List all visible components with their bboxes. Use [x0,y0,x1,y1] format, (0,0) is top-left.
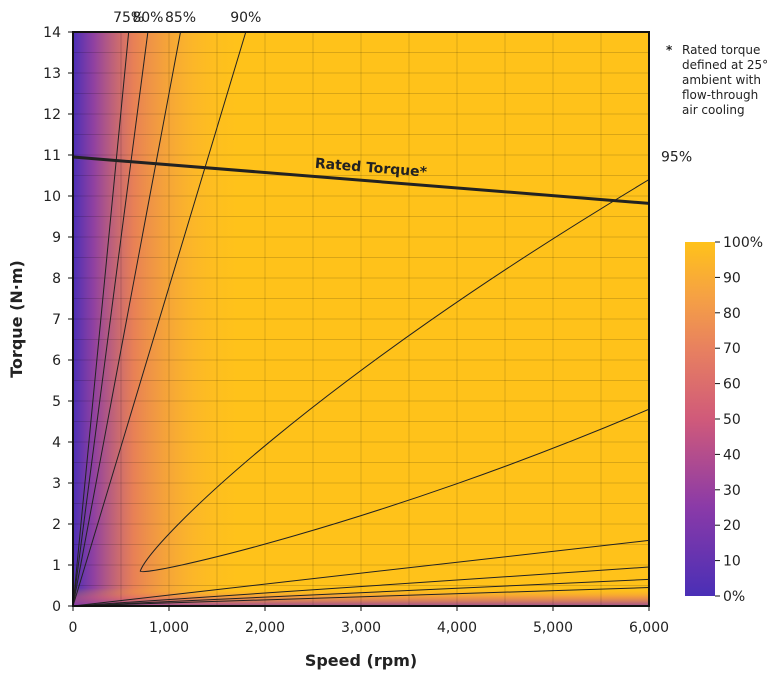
efficiency-contour-low-5 [73,539,649,606]
efficiency-contour-low-8 [73,587,649,606]
colorbar-tick-label: 70 [723,341,741,357]
y-tick-label: 12 [43,107,61,123]
efficiency-contours [73,32,649,606]
colorbar-tick-label: 0% [723,589,745,605]
y-tick-label: 5 [52,394,61,410]
y-tick-label: 3 [52,476,61,492]
footnote-line: ambient with [682,73,761,87]
efficiency-contour-85 [73,32,182,606]
colorbar-tick-label: 30 [723,483,741,499]
rated-torque-line [72,155,650,205]
y-tick-label: 1 [52,558,61,574]
y-tick-label: 2 [52,517,61,533]
contour-labels: 75%80% 85% 90% 95% [113,10,692,166]
colorbar-tick-label: 10 [723,554,741,570]
footnote-line: flow-through [682,88,758,102]
colorbar-tick-label: 40 [723,447,741,463]
x-tick-label: 0 [69,620,78,636]
colorbar-tick-label: 90 [723,270,741,286]
colorbar-gradient-rect [685,242,715,596]
footnote-line: defined at 25° [682,58,768,72]
efficiency-contour-low-7 [73,578,649,606]
y-tick-label: 11 [43,148,61,164]
x-tick-label: 3,000 [341,620,381,636]
y-tick-label: 10 [43,189,61,205]
contour-label-95: 95% [661,150,692,166]
colorbar-tick-label: 50 [723,412,741,428]
y-tick-label: 6 [52,353,61,369]
x-axis-label: Speed (rpm) [305,651,417,670]
efficiency-contour-95 [139,179,649,573]
x-axis-ticks: 0 1,000 2,000 3,000 4,000 5,000 6,000 [69,606,669,636]
efficiency-contour-90 [73,32,247,606]
colorbar: 0% 10 20 30 40 50 60 70 80 90 100% [685,235,763,605]
y-tick-label: 13 [43,66,61,82]
footnote-marker: * [666,43,673,57]
y-tick-label: 9 [52,230,61,246]
x-tick-label: 2,000 [245,620,285,636]
contour-label-75: 75% [113,10,144,26]
colorbar-tick-label: 60 [723,377,741,393]
y-tick-label: 8 [52,271,61,287]
colorbar-tick-label: 100% [723,235,763,251]
y-tick-label: 4 [52,435,61,451]
colorbar-tick-label: 20 [723,518,741,534]
x-tick-label: 5,000 [533,620,573,636]
y-tick-label: 0 [52,599,61,615]
efficiency-contour-low-6 [73,566,649,606]
contour-label-80: 80% [132,10,163,26]
colorbar-tick-label: 80 [723,306,741,322]
footnote-line: air cooling [682,103,745,117]
x-tick-label: 1,000 [149,620,189,636]
grid [73,32,649,606]
contour-label-85: 85% [165,10,196,26]
y-axis-label: Torque (N·m) [7,260,26,378]
efficiency-contour-80 [73,32,149,606]
x-tick-label: 6,000 [629,620,669,636]
y-tick-label: 7 [52,312,61,328]
x-tick-label: 4,000 [437,620,477,636]
y-tick-label: 14 [43,25,61,41]
contour-label-90: 90% [230,10,261,26]
efficiency-contour-75 [73,32,130,606]
footnote-line: Rated torque [682,43,760,57]
